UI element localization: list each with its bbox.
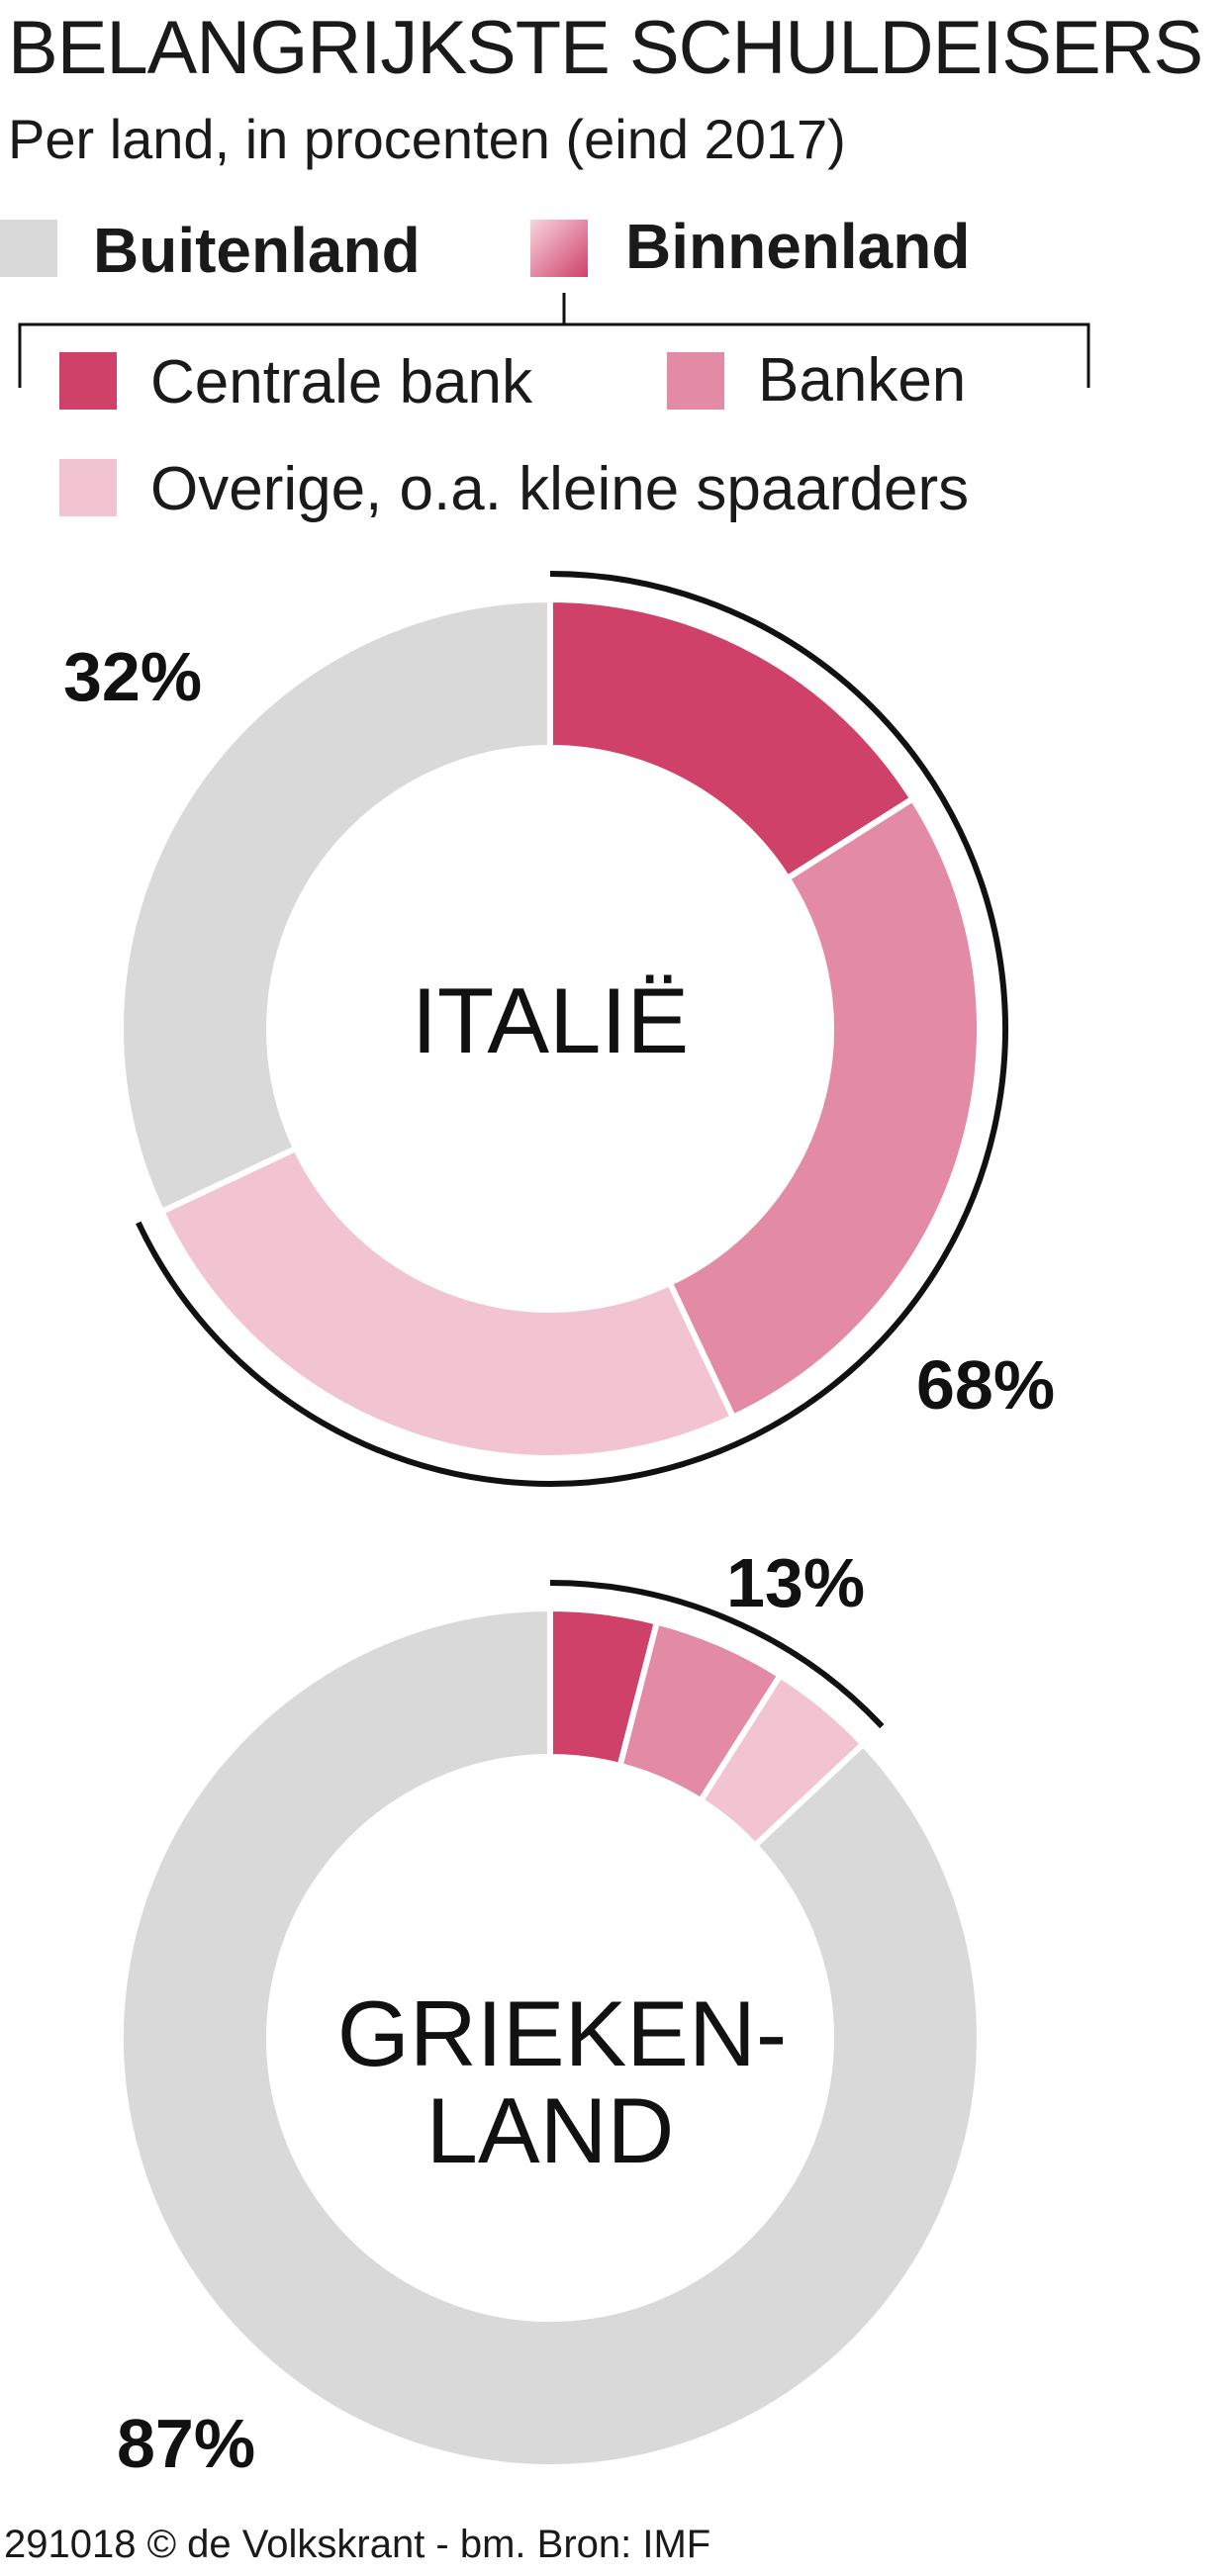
- legend-label-centrale-bank: Centrale bank: [150, 348, 533, 416]
- legend-label-buitenland: Buitenland: [93, 215, 421, 286]
- binnenland-bracket-arc-griekenland: [549, 1580, 885, 1729]
- source-credit: 291018 © de Volkskrant - bm. Bron: IMF: [4, 2523, 711, 2566]
- donut-segment-italie-banken: [665, 794, 983, 1422]
- donut-center-label-italie: ITALIË: [412, 968, 689, 1072]
- pct-label-italie-binnenland: 68%: [916, 1346, 1055, 1424]
- legend-bracket: [18, 293, 1090, 388]
- chart-subtitle: Per land, in procenten (eind 2017): [8, 108, 846, 170]
- donut-center-label-griekenland-line1: GRIEKEN-: [337, 1981, 787, 2085]
- legend-swatch-centrale-bank: [59, 352, 117, 410]
- donut-segment-griekenland-buitenland: [118, 1605, 983, 2470]
- donut-segment-italie-buitenland: [118, 596, 553, 1216]
- donut-center-label-griekenland-line2: LAND: [426, 2078, 675, 2182]
- chart-title: BELANGRIJKSTE SCHULDEISERS: [8, 6, 1203, 90]
- legend-swatch-overige: [59, 459, 117, 516]
- binnenland-bracket-arc-italie: [136, 571, 1008, 1487]
- pct-label-italie-buitenland: 32%: [63, 638, 202, 715]
- pct-label-griekenland-binnenland: 13%: [726, 1544, 865, 1621]
- legend-label-overige: Overige, o.a. kleine spaarders: [150, 455, 970, 523]
- donut-segment-italie-overige: [157, 1144, 737, 1461]
- pct-label-griekenland-buitenland: 87%: [117, 2405, 255, 2482]
- legend-label-banken: Banken: [758, 346, 967, 414]
- legend-swatch-buitenland: [0, 220, 57, 277]
- donut-segment-italie-centrale-bank: [547, 596, 917, 882]
- legend-label-binnenland: Binnenland: [625, 211, 971, 282]
- legend-swatch-banken: [667, 352, 724, 410]
- donut-italie: [118, 571, 1008, 1487]
- donut-griekenland: [118, 1580, 983, 2470]
- legend-swatch-binnenland: [530, 220, 588, 277]
